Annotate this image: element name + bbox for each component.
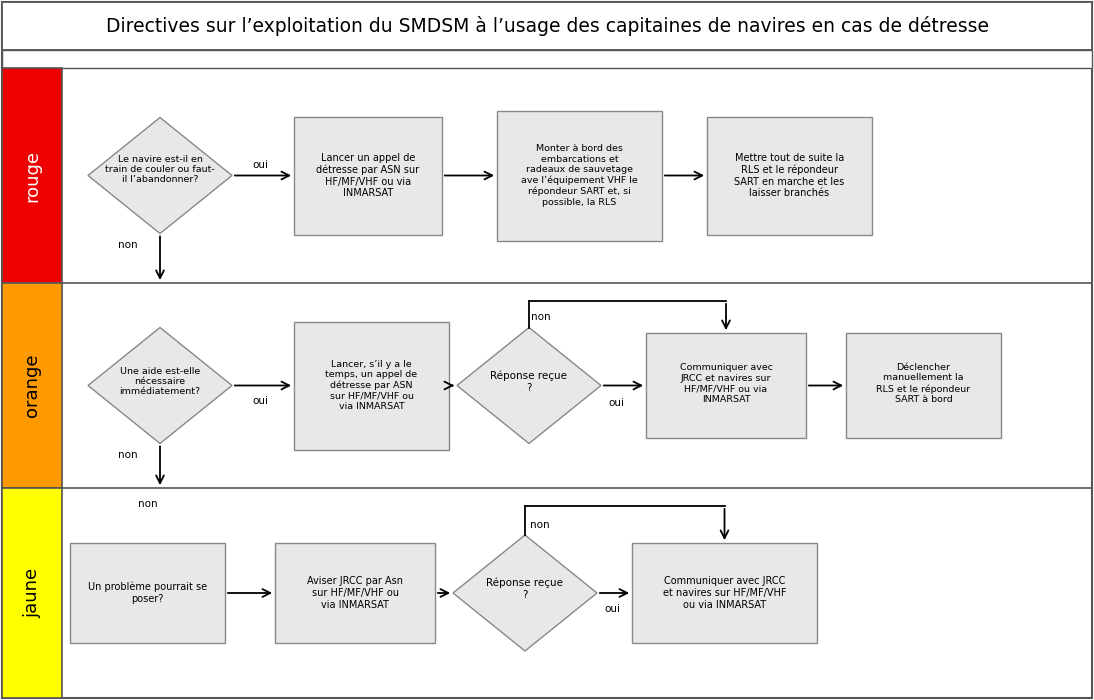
Text: jaune: jaune [23,568,40,618]
Text: non: non [118,241,138,251]
Text: non: non [118,451,138,461]
Bar [707,116,872,234]
Polygon shape [88,118,232,234]
Text: Communiquer avec JRCC
et navires sur HF/MF/VHF
ou via INMARSAT: Communiquer avec JRCC et navires sur HF/… [663,576,787,610]
Text: Lancer, s’il y a le
temps, un appel de
détresse par ASN
sur HF/MF/VHF ou
via INM: Lancer, s’il y a le temps, un appel de d… [325,360,418,411]
Bar [2,2,1092,50]
Bar [632,543,817,643]
Text: non: non [138,499,158,509]
Text: oui: oui [608,398,624,409]
Text: Directives sur l’exploitation du SMDSM à l’usage des capitaines de navires en ca: Directives sur l’exploitation du SMDSM à… [105,16,989,36]
Text: Aviser JRCC par Asn
sur HF/MF/VHF ou
via INMARSAT: Aviser JRCC par Asn sur HF/MF/VHF ou via… [307,576,403,610]
Bar [2,488,62,698]
Bar [645,333,806,438]
Bar [2,283,62,488]
Polygon shape [457,328,601,444]
Text: oui: oui [252,396,268,407]
Text: non: non [532,312,550,323]
Polygon shape [453,535,597,651]
Bar [294,116,442,234]
Bar [275,543,435,643]
Text: Une aide est-elle
nécessaire
immédiatement?: Une aide est-elle nécessaire immédiateme… [119,367,200,396]
Text: Réponse reçue
?: Réponse reçue ? [490,370,568,393]
Text: non: non [531,520,550,530]
Text: Communiquer avec
JRCC et navires sur
HF/MF/VHF ou via
INMARSAT: Communiquer avec JRCC et navires sur HF/… [679,363,772,404]
Text: Mettre tout de suite la
RLS et le répondeur
SART en marche et les
laisser branch: Mettre tout de suite la RLS et le répond… [734,153,845,198]
Text: Déclencher
manuellement la
RLS et le répondeur
SART à bord: Déclencher manuellement la RLS et le rép… [876,363,970,404]
Text: Lancer un appel de
détresse par ASN sur
HF/MF/VHF ou via
INMARSAT: Lancer un appel de détresse par ASN sur … [316,153,420,198]
Text: Un problème pourrait se
poser?: Un problème pourrait se poser? [88,582,207,604]
Text: Le navire est-il en
train de couler ou faut-
il l’abandonner?: Le navire est-il en train de couler ou f… [105,155,214,184]
Polygon shape [88,328,232,444]
Text: orange: orange [23,354,40,417]
Text: Monter à bord des
embarcations et
radeaux de sauvetage
ave l’équipement VHF le
r: Monter à bord des embarcations et radeau… [521,144,638,206]
Bar [497,111,662,241]
Text: oui: oui [252,160,268,171]
Bar [2,50,1092,68]
Text: oui: oui [604,604,620,614]
Text: rouge: rouge [23,150,40,202]
Text: Réponse reçue
?: Réponse reçue ? [487,578,563,600]
Bar [2,68,62,283]
Bar [70,543,225,643]
Bar [846,333,1001,438]
Bar [294,321,449,449]
